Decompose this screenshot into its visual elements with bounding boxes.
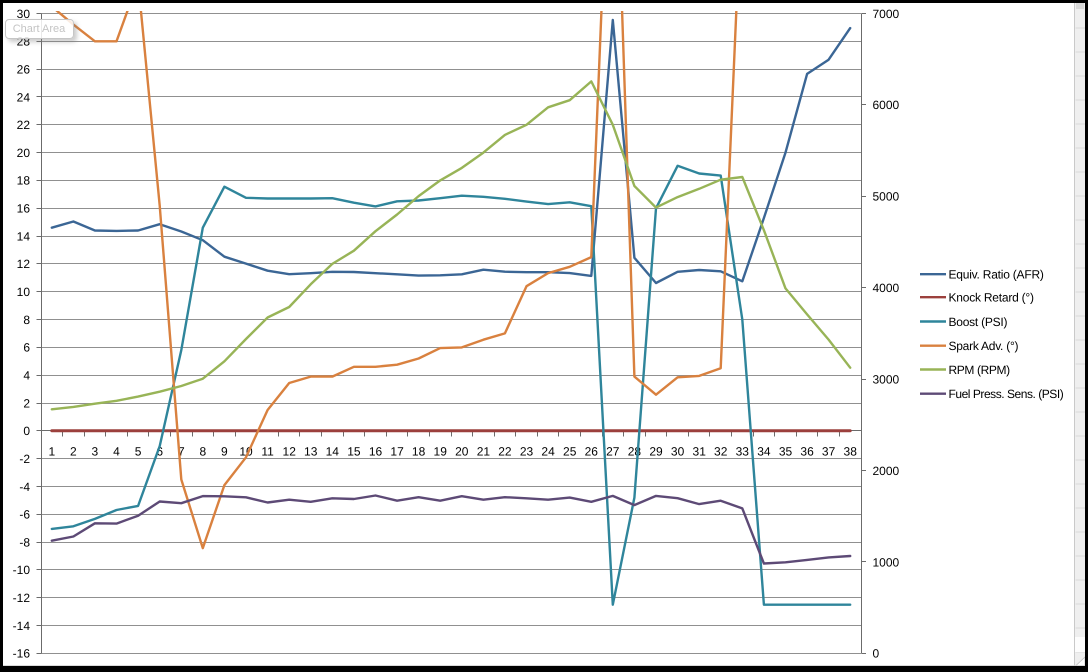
svg-text:10: 10 bbox=[17, 285, 31, 299]
svg-text:-16: -16 bbox=[13, 647, 31, 661]
svg-text:12: 12 bbox=[283, 445, 297, 459]
svg-text:Equiv. Ratio (AFR): Equiv. Ratio (AFR) bbox=[949, 268, 1044, 282]
svg-text:18: 18 bbox=[17, 174, 31, 188]
svg-text:18: 18 bbox=[412, 445, 426, 459]
svg-text:16: 16 bbox=[17, 202, 31, 216]
svg-text:5: 5 bbox=[135, 445, 142, 459]
svg-text:7000: 7000 bbox=[873, 7, 900, 21]
svg-text:15: 15 bbox=[347, 445, 361, 459]
svg-text:14: 14 bbox=[326, 445, 340, 459]
svg-text:24: 24 bbox=[17, 90, 31, 104]
svg-text:33: 33 bbox=[736, 445, 750, 459]
svg-text:8: 8 bbox=[199, 445, 206, 459]
svg-text:11: 11 bbox=[261, 445, 274, 459]
svg-text:26: 26 bbox=[585, 445, 599, 459]
svg-text:0: 0 bbox=[23, 424, 30, 438]
svg-text:3000: 3000 bbox=[873, 373, 900, 387]
svg-text:7: 7 bbox=[178, 445, 185, 459]
svg-text:32: 32 bbox=[714, 445, 728, 459]
svg-text:1: 1 bbox=[48, 445, 55, 459]
svg-text:30: 30 bbox=[17, 7, 31, 21]
svg-text:13: 13 bbox=[304, 445, 318, 459]
svg-text:Knock Retard (°): Knock Retard (°) bbox=[949, 291, 1035, 305]
svg-text:19: 19 bbox=[434, 445, 448, 459]
svg-text:-12: -12 bbox=[13, 591, 31, 605]
svg-text:Boost (PSI): Boost (PSI) bbox=[949, 315, 1008, 329]
svg-text:5000: 5000 bbox=[873, 190, 900, 204]
svg-text:-4: -4 bbox=[19, 480, 30, 494]
svg-text:4000: 4000 bbox=[873, 281, 900, 295]
svg-text:34: 34 bbox=[757, 445, 771, 459]
svg-text:14: 14 bbox=[17, 229, 31, 243]
svg-text:2: 2 bbox=[70, 445, 77, 459]
svg-text:22: 22 bbox=[17, 118, 31, 132]
svg-text:20: 20 bbox=[455, 445, 469, 459]
svg-text:3: 3 bbox=[92, 445, 99, 459]
svg-text:36: 36 bbox=[800, 445, 814, 459]
svg-text:29: 29 bbox=[649, 445, 663, 459]
svg-text:Fuel Press. Sens. (PSI): Fuel Press. Sens. (PSI) bbox=[949, 387, 1064, 401]
svg-text:0: 0 bbox=[873, 647, 880, 661]
svg-text:2000: 2000 bbox=[873, 464, 900, 478]
svg-text:4: 4 bbox=[113, 445, 120, 459]
svg-text:27: 27 bbox=[606, 445, 620, 459]
svg-text:2: 2 bbox=[23, 396, 30, 410]
svg-text:26: 26 bbox=[17, 62, 31, 76]
svg-text:38: 38 bbox=[844, 445, 858, 459]
svg-text:24: 24 bbox=[541, 445, 555, 459]
svg-text:6: 6 bbox=[156, 445, 163, 459]
svg-text:-10: -10 bbox=[13, 563, 31, 577]
svg-text:6000: 6000 bbox=[873, 98, 900, 112]
svg-text:30: 30 bbox=[671, 445, 685, 459]
svg-text:4: 4 bbox=[23, 369, 30, 383]
svg-text:23: 23 bbox=[520, 445, 534, 459]
svg-text:6: 6 bbox=[23, 341, 30, 355]
svg-text:35: 35 bbox=[779, 445, 793, 459]
svg-text:-6: -6 bbox=[19, 508, 30, 522]
svg-text:25: 25 bbox=[563, 445, 577, 459]
svg-text:12: 12 bbox=[17, 257, 31, 271]
svg-text:22: 22 bbox=[498, 445, 512, 459]
svg-text:RPM (RPM): RPM (RPM) bbox=[949, 363, 1011, 377]
svg-text:-2: -2 bbox=[19, 452, 30, 466]
svg-text:21: 21 bbox=[477, 445, 491, 459]
svg-text:-8: -8 bbox=[19, 535, 30, 549]
svg-text:37: 37 bbox=[822, 445, 836, 459]
svg-text:Spark Adv. (°): Spark Adv. (°) bbox=[949, 339, 1019, 353]
svg-text:9: 9 bbox=[221, 445, 228, 459]
svg-text:8: 8 bbox=[23, 313, 30, 327]
svg-text:16: 16 bbox=[369, 445, 383, 459]
svg-text:31: 31 bbox=[693, 445, 707, 459]
svg-text:20: 20 bbox=[17, 146, 31, 160]
svg-text:1000: 1000 bbox=[873, 555, 900, 569]
svg-text:-14: -14 bbox=[13, 619, 31, 633]
svg-text:17: 17 bbox=[390, 445, 404, 459]
